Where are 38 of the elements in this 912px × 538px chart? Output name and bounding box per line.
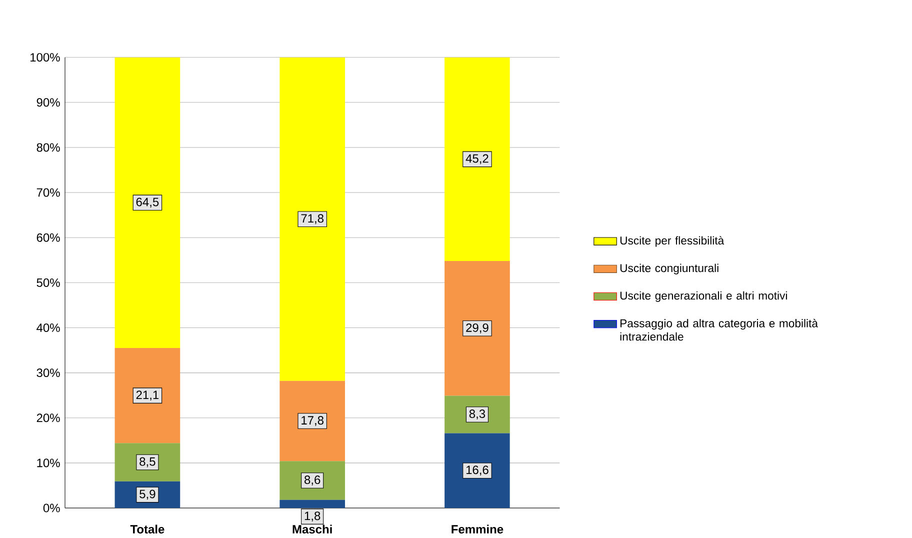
data-label: 17,8 [302,416,324,426]
y-tick-label: 50% [36,278,60,287]
legend-label: Uscite generazionali e altri motivi [620,291,787,302]
legend-label: Passaggio ad altra categoria e mobilità intraziendale [620,318,818,341]
data-label: 8,3 [469,410,486,420]
bar [280,57,346,381]
x-tick-label: Maschi [292,524,332,534]
bar [114,57,180,348]
x-tick-label: Totale [130,524,164,534]
bar [280,380,346,462]
data-label: 21,1 [136,390,159,401]
data-label: 8,6 [304,476,320,486]
legend-label: Uscite per flessibilità [620,236,724,247]
data-label: 8,5 [140,457,156,468]
legend-label: Uscite congiunturali [620,264,718,274]
bar [444,57,510,262]
y-tick-label: 90% [36,98,60,107]
y-tick-label: 100% [30,53,60,62]
bar [444,433,510,508]
y-tick-label: 40% [36,323,60,332]
data-label: 16,6 [466,466,488,476]
data-label: 29,9 [466,323,488,334]
data-label: 5,9 [140,490,156,500]
y-tick-label: 70% [36,188,60,197]
y-tick-label: 0% [43,504,60,512]
data-label: 1,8 [304,512,320,522]
data-label: 64,5 [136,198,159,208]
bar [444,261,510,396]
y-tick-label: 80% [36,143,60,152]
data-label: 71,8 [301,214,324,224]
y-tick-label: 30% [36,368,60,378]
bar [280,500,346,508]
bar [114,348,180,444]
data-label: 45,2 [466,154,488,164]
y-tick-label: 60% [36,233,60,242]
y-tick-label: 10% [37,458,60,468]
y-tick-label: 20% [36,414,60,422]
x-tick-label: Femmine [452,524,504,534]
